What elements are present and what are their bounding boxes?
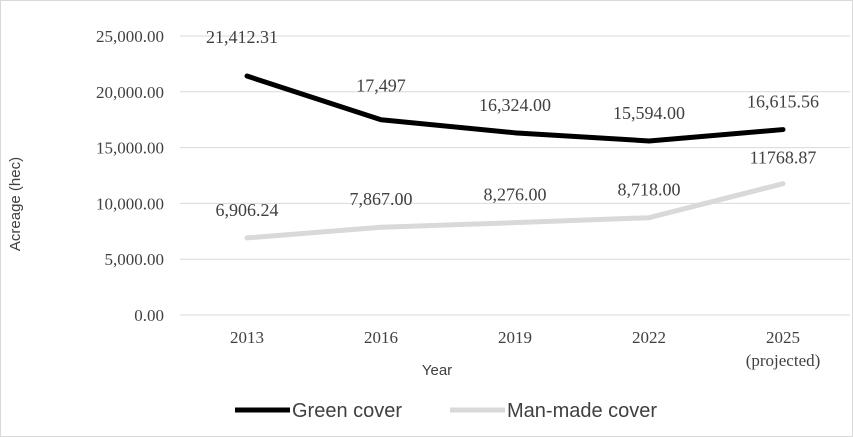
y-tick-label: 0.00 — [134, 306, 164, 325]
y-tick-label: 10,000.00 — [96, 194, 164, 213]
y-axis-title: Acreage (hec) — [7, 157, 24, 251]
series-line-man-made-cover — [244, 181, 786, 241]
y-axis-ticks: 0.00 5,000.00 10,000.00 15,000.00 20,000.00 2… — [96, 27, 164, 325]
series-line-green-cover — [244, 73, 786, 144]
x-tick-sublabel: (projected) — [746, 351, 821, 370]
x-axis-title: Year — [422, 362, 452, 379]
y-tick-label: 5,000.00 — [105, 250, 165, 269]
x-tick-label: 2013 — [230, 328, 264, 347]
series-lines — [244, 73, 786, 241]
data-label: 8,276.00 — [484, 185, 547, 205]
legend-label: Green cover — [292, 400, 402, 422]
data-label: 6,906.24 — [216, 200, 279, 220]
data-label: 16,324.00 — [479, 95, 551, 115]
x-tick-label: 2022 — [632, 328, 666, 347]
data-label: 21,412.31 — [206, 27, 278, 47]
legend-label: Man-made cover — [507, 400, 657, 422]
x-tick-label: 2019 — [498, 328, 532, 347]
y-tick-label: 15,000.00 — [96, 139, 164, 158]
data-labels: 21,412.31 17,497 16,324.00 15,594.00 16,615.… — [206, 27, 819, 220]
x-axis-ticks: 2013 2016 2019 2022 2025 (projected) — [230, 328, 820, 370]
x-tick-label: 2025 — [766, 328, 800, 347]
data-label: 7,867.00 — [350, 189, 413, 209]
legend: Green cover Man-made cover — [235, 400, 657, 422]
y-tick-label: 25,000.00 — [96, 27, 164, 46]
data-label: 8,718.00 — [618, 180, 681, 200]
data-label: 15,594.00 — [613, 103, 685, 123]
data-label: 16,615.56 — [747, 92, 819, 112]
data-label: 17,497 — [356, 76, 406, 96]
data-label: 11768.87 — [750, 148, 817, 168]
x-tick-label: 2016 — [364, 328, 398, 347]
y-tick-label: 20,000.00 — [96, 83, 164, 102]
